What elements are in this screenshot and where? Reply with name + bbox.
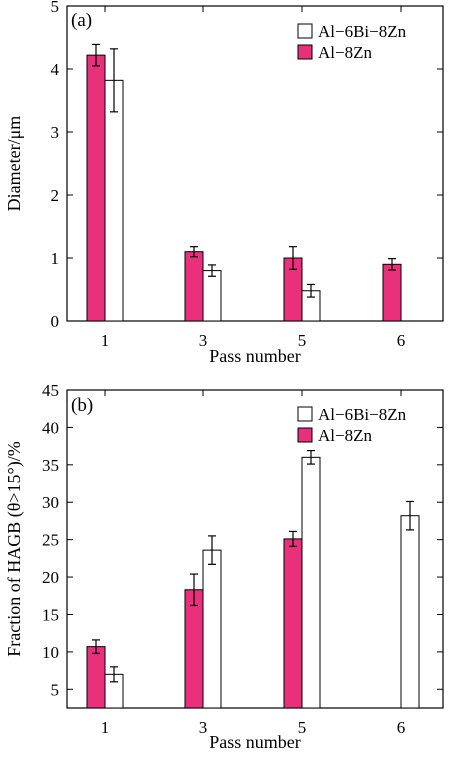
legend-label: Al−6Bi−8Zn [318, 22, 407, 41]
bar [283, 538, 303, 709]
y-tick-label: 3 [51, 123, 60, 142]
x-tick-label: 1 [101, 331, 110, 350]
y-tick-label: 45 [42, 381, 59, 400]
legend-swatch [297, 406, 313, 422]
x-tick-label: 5 [298, 718, 307, 737]
bar [86, 54, 106, 322]
y-tick-label: 2 [51, 186, 60, 205]
legend-label: Al−8Zn [318, 426, 372, 445]
y-tick-label: 35 [42, 456, 59, 475]
bar [400, 515, 420, 709]
plot-frame [66, 389, 444, 709]
y-tick-label: 15 [42, 605, 59, 624]
y-tick-label: 10 [42, 643, 59, 662]
y-axis-title: Diameter/μm [4, 116, 24, 212]
x-tick-label: 3 [199, 331, 208, 350]
bar [382, 263, 402, 322]
y-tick-label: 20 [42, 568, 59, 587]
x-tick-label: 1 [101, 718, 110, 737]
y-tick-label: 4 [51, 60, 60, 79]
legend-swatch [297, 44, 313, 60]
bar [202, 549, 222, 709]
legend-label: Al−8Zn [318, 43, 372, 62]
legend-swatch [297, 427, 313, 443]
y-tick-label: 1 [51, 249, 60, 268]
bar [301, 456, 321, 709]
legend-label: Al−6Bi−8Zn [318, 405, 407, 424]
y-axis-title: Fraction of HAGB (θ>15°)/% [4, 441, 25, 656]
y-tick-label: 30 [42, 493, 59, 512]
bar [184, 251, 204, 322]
y-tick-label: 5 [51, 680, 60, 699]
y-tick-label: 0 [51, 312, 60, 331]
x-tick-label: 3 [199, 718, 208, 737]
y-tick-label: 25 [42, 531, 59, 550]
bar [184, 589, 204, 709]
legend-swatch [297, 23, 313, 39]
bar [104, 79, 124, 322]
x-axis-title: Pass number [209, 346, 301, 366]
panel-label: (a) [71, 10, 92, 31]
x-tick-label: 5 [298, 331, 307, 350]
panel-a-diameter-chart: 0 1 2 3 4 5 1 3 5 6 (a) Al−6Bi−8Zn Al−8Zn Pass number… [4, 0, 444, 366]
x-tick-label: 6 [397, 718, 406, 737]
y-tick-label: 5 [51, 0, 60, 16]
bar [202, 270, 222, 322]
x-axis-title: Pass number [209, 732, 301, 752]
panel-label: (b) [71, 395, 93, 416]
plot-frame [66, 5, 444, 322]
y-tick-label: 40 [42, 418, 59, 437]
bar [86, 646, 106, 709]
x-tick-label: 6 [397, 331, 406, 350]
